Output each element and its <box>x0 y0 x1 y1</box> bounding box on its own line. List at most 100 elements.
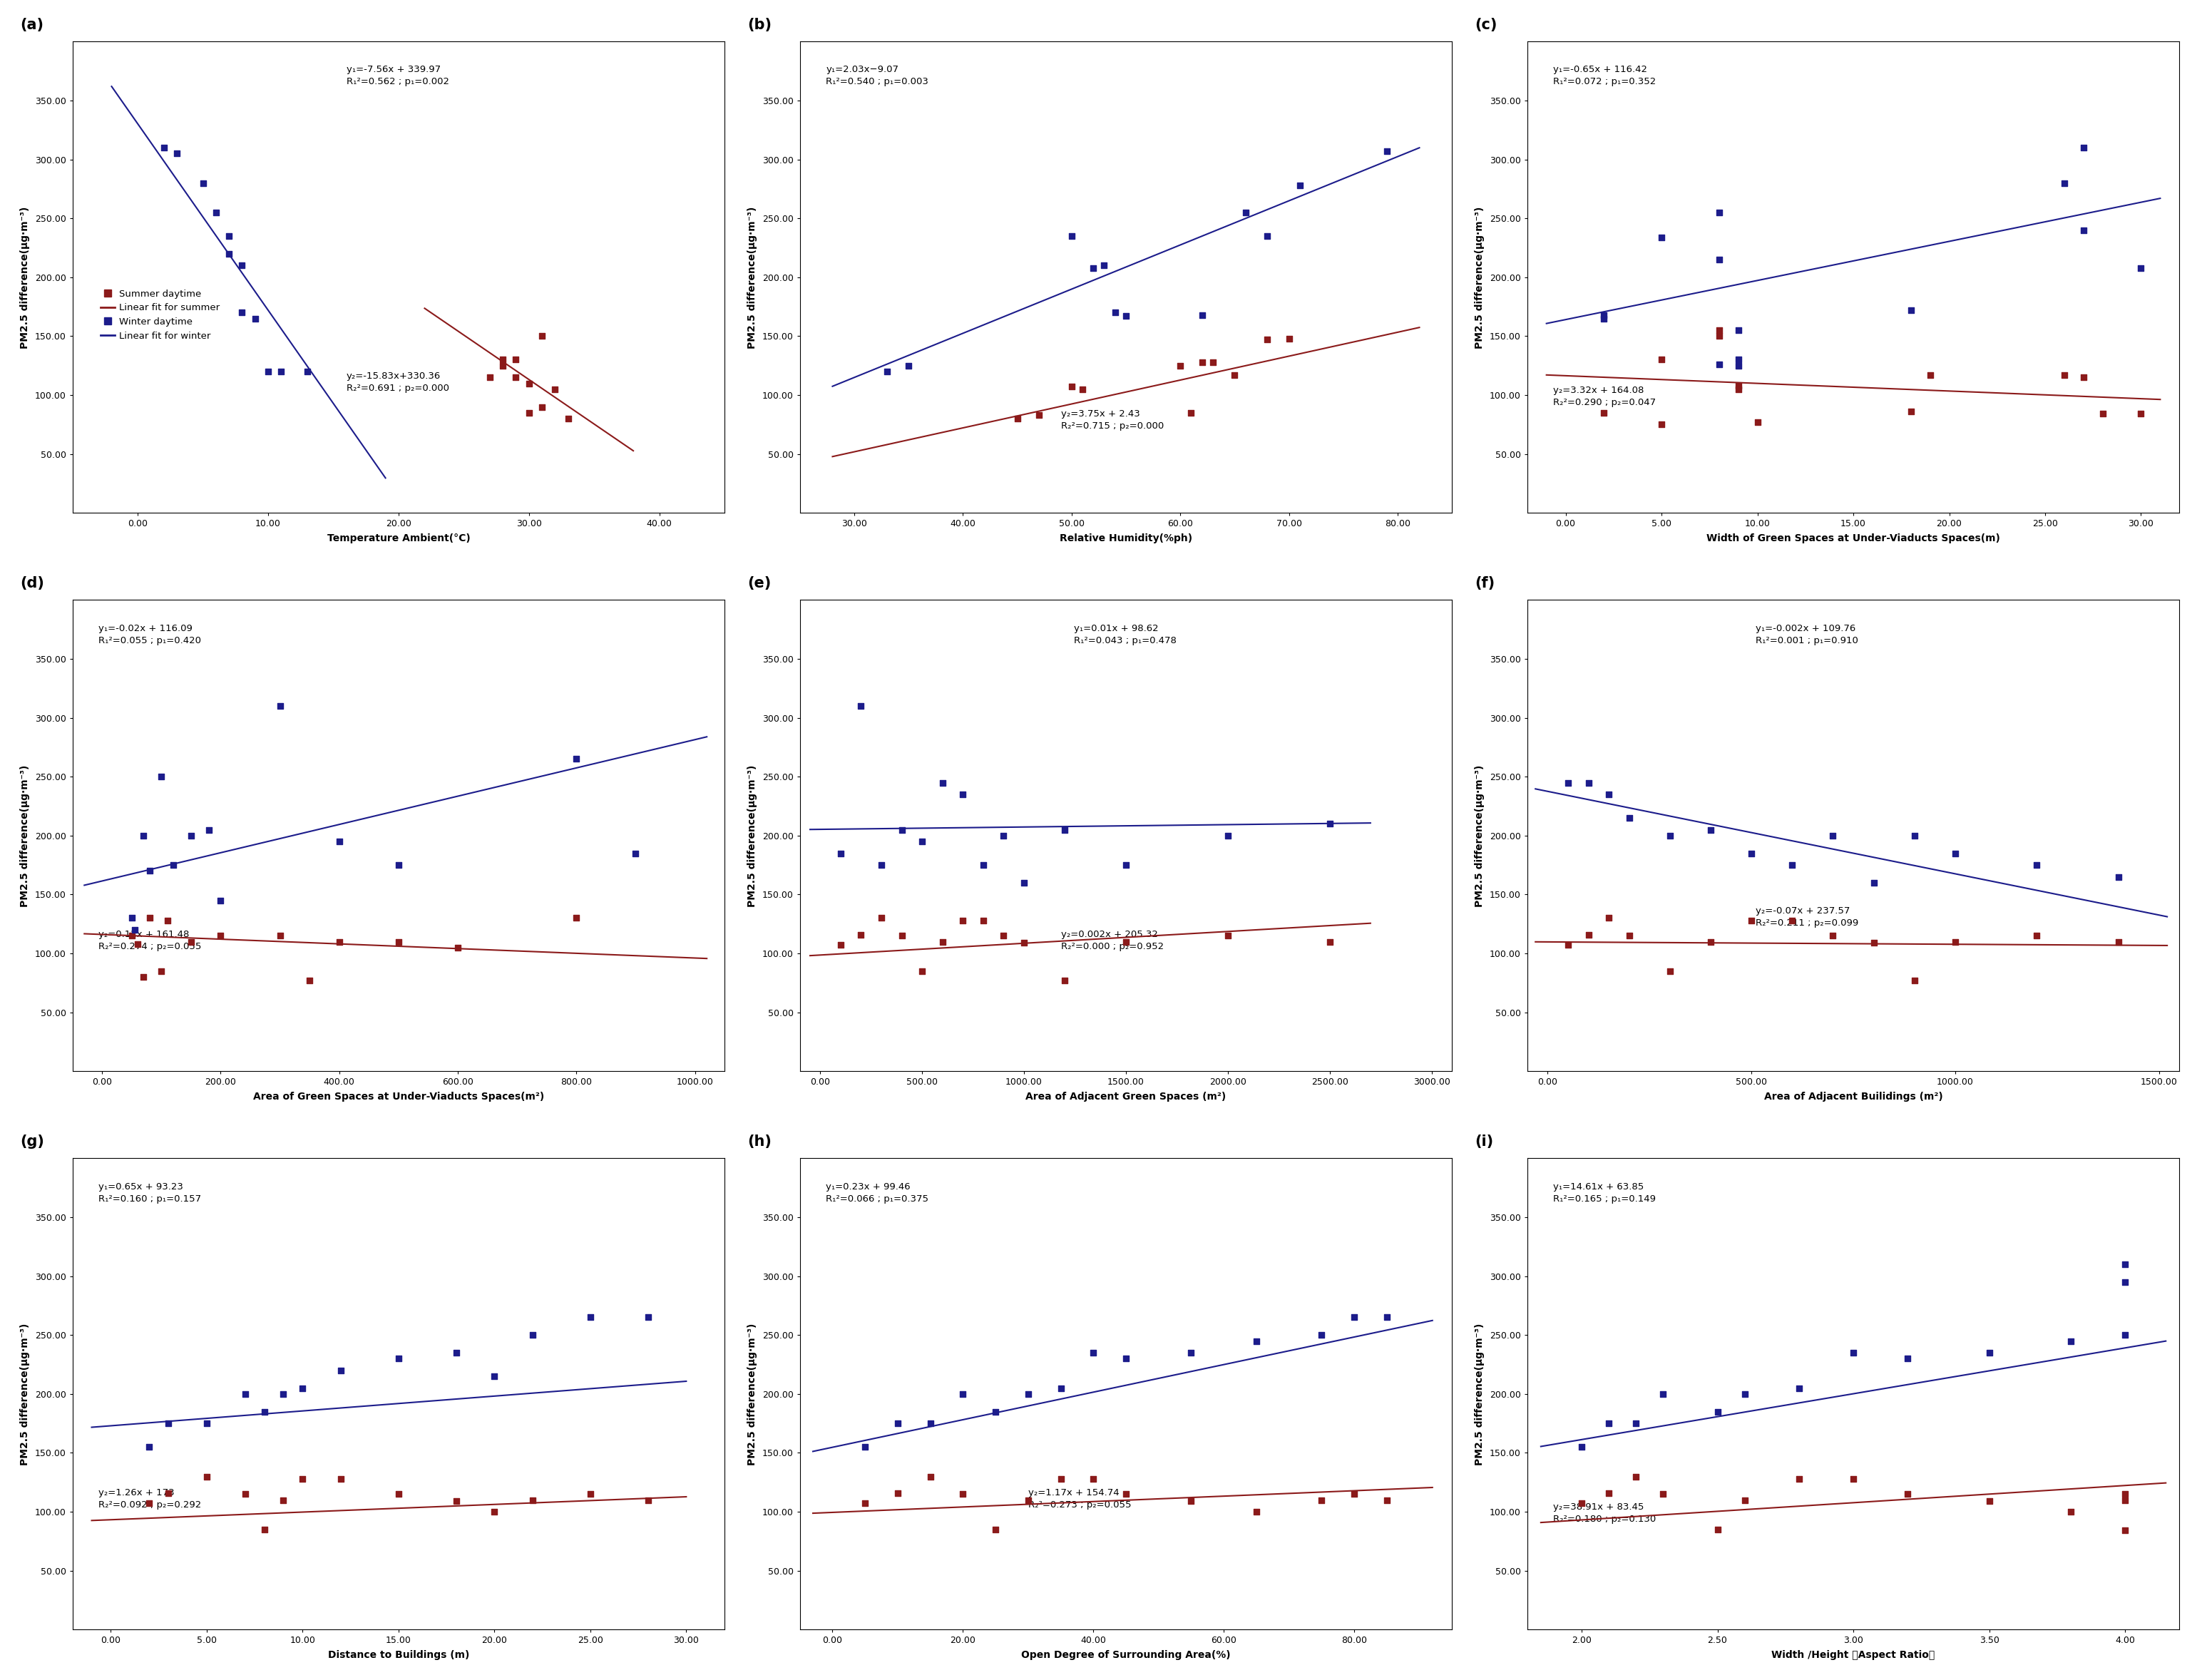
Point <box>2123 254 2158 281</box>
Point <box>1196 349 1231 376</box>
Point <box>986 822 1022 848</box>
Point <box>550 405 586 432</box>
Point <box>238 306 273 333</box>
Point <box>1077 1339 1112 1366</box>
Point <box>1612 805 1647 832</box>
Point <box>1174 1339 1209 1366</box>
Point <box>1889 1480 1925 1507</box>
Point <box>2107 1517 2143 1544</box>
Point <box>1720 376 1755 403</box>
Point <box>2052 1327 2087 1354</box>
Point <box>1048 816 1083 843</box>
Point <box>524 393 559 420</box>
Point <box>291 358 326 385</box>
Point <box>438 1339 473 1366</box>
Text: y₂=1.26x + 173
R₂²=0.092 ; p₂=0.292: y₂=1.26x + 173 R₂²=0.092 ; p₂=0.292 <box>99 1488 200 1510</box>
Point <box>1563 1490 1599 1517</box>
Text: (c): (c) <box>1475 18 1497 32</box>
Point <box>1645 223 1680 250</box>
Point <box>440 934 476 961</box>
X-axis label: Width /Height （Aspect Ratio）: Width /Height （Aspect Ratio） <box>1773 1650 1936 1660</box>
Point <box>1304 1487 1339 1514</box>
X-axis label: Relative Humidity(%ph): Relative Humidity(%ph) <box>1059 534 1191 544</box>
Point <box>2065 365 2101 391</box>
Point <box>1048 968 1083 995</box>
Point <box>1211 922 1246 949</box>
Point <box>2085 400 2121 427</box>
Point <box>262 692 297 719</box>
Text: (g): (g) <box>20 1134 44 1149</box>
Point <box>885 816 920 843</box>
X-axis label: Width of Green Spaces at Under-Viaducts Spaces(m): Width of Green Spaces at Under-Viaducts … <box>1707 534 1999 544</box>
Point <box>1550 932 1585 959</box>
Point <box>324 1357 359 1384</box>
Point <box>203 922 238 949</box>
Point <box>1702 351 1737 378</box>
Point <box>1733 840 1768 867</box>
Point <box>1592 1480 1627 1507</box>
Point <box>619 840 654 867</box>
Y-axis label: PM2.5 difference(μg·m⁻³): PM2.5 difference(μg·m⁻³) <box>20 207 31 348</box>
Point <box>967 852 1002 879</box>
Point <box>1938 927 1973 954</box>
Point <box>126 822 161 848</box>
Point <box>848 1433 883 1460</box>
Point <box>321 927 357 954</box>
Point <box>1006 929 1042 956</box>
Point <box>573 1304 608 1331</box>
Point <box>892 353 927 380</box>
Point <box>1011 1487 1046 1514</box>
Point <box>515 1322 550 1349</box>
Point <box>1894 297 1929 324</box>
Point <box>1271 324 1306 351</box>
X-axis label: Area of Adjacent Builidings (m²): Area of Adjacent Builidings (m²) <box>1764 1092 1942 1102</box>
Point <box>573 1480 608 1507</box>
Point <box>1585 306 1621 333</box>
Point <box>126 964 161 991</box>
Point <box>438 1488 473 1515</box>
Point <box>1726 1381 1762 1408</box>
Text: y₂=-0.07x + 237.57
R₂²=0.211 ; p₂=0.099: y₂=-0.07x + 237.57 R₂²=0.211 ; p₂=0.099 <box>1755 906 1858 927</box>
Point <box>1108 302 1143 329</box>
Point <box>189 1410 225 1436</box>
Text: y₁=-7.56x + 339.97
R₁²=0.562 ; p₁=0.002: y₁=-7.56x + 339.97 R₁²=0.562 ; p₁=0.002 <box>346 66 449 87</box>
Point <box>986 922 1022 949</box>
Text: y₂=38.91x + 83.45
R₂²=0.180 ; p₂=0.130: y₂=38.91x + 83.45 R₂²=0.180 ; p₂=0.130 <box>1552 1502 1656 1524</box>
Point <box>843 692 879 719</box>
Point <box>912 1410 947 1436</box>
Point <box>1645 1480 1680 1507</box>
Point <box>559 746 595 773</box>
Point <box>1720 318 1755 344</box>
Point <box>227 1381 262 1408</box>
Point <box>121 931 156 958</box>
Point <box>484 353 520 380</box>
Point <box>1044 1374 1079 1401</box>
Point <box>1836 1465 1872 1492</box>
Point <box>478 1362 513 1389</box>
Point <box>1022 402 1057 428</box>
Text: y₁=0.65x + 93.23
R₁²=0.160 ; p₁=0.157: y₁=0.65x + 93.23 R₁²=0.160 ; p₁=0.157 <box>99 1183 200 1203</box>
Point <box>1174 1488 1209 1515</box>
Point <box>905 828 940 855</box>
Point <box>1108 1346 1143 1373</box>
Point <box>484 346 520 373</box>
Point <box>1720 346 1755 373</box>
Point <box>1077 1465 1112 1492</box>
Point <box>1938 840 1973 867</box>
Point <box>925 769 960 796</box>
Point <box>515 1487 550 1514</box>
Point <box>117 916 152 942</box>
Point <box>848 1490 883 1517</box>
Point <box>1370 1487 1405 1514</box>
Point <box>1585 400 1621 427</box>
Point <box>559 904 595 931</box>
Point <box>1592 904 1627 931</box>
Point <box>630 1487 665 1514</box>
Point <box>1240 1499 1275 1525</box>
Point <box>2101 864 2136 890</box>
Point <box>132 1490 167 1517</box>
Point <box>251 358 286 385</box>
Point <box>211 240 247 267</box>
Point <box>1249 222 1284 249</box>
Point <box>1781 1465 1817 1492</box>
